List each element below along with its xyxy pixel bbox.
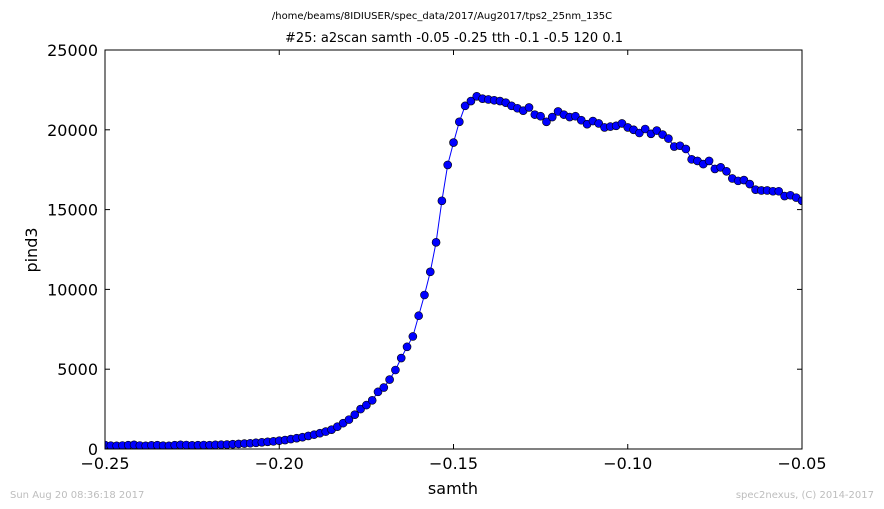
y-axis-label: pind3 (22, 227, 41, 272)
scan-title: #25: a2scan samth -0.05 -0.25 tth -0.1 -… (285, 31, 623, 46)
data-point (524, 103, 534, 112)
data-point (664, 134, 673, 143)
data-point (542, 117, 551, 127)
data-point (344, 415, 354, 424)
y-tick-label: 25000 (47, 41, 98, 60)
data-point (455, 117, 464, 127)
data-point (804, 196, 812, 204)
data-point (385, 375, 394, 384)
data-point (547, 112, 557, 122)
y-tick-label: 0 (88, 440, 98, 459)
data-point (704, 156, 714, 166)
data-point (408, 332, 418, 341)
data-point (396, 353, 406, 363)
footer-credit: spec2nexus, (C) 2014-2017 (736, 490, 874, 501)
data-point (460, 101, 470, 111)
data-point (425, 267, 435, 277)
y-tick-label: 20000 (47, 121, 98, 140)
data-point (402, 342, 412, 352)
axis-ticks: −0.25 −0.20 −0.15 −0.10 −0.05 0 5000 10000 15000… (47, 41, 826, 473)
y-tick-label: 5000 (57, 360, 98, 379)
x-tick-label: −0.25 (80, 454, 129, 473)
y-tick-label: 10000 (47, 280, 98, 299)
data-point (797, 196, 802, 206)
data-point (821, 198, 829, 206)
x-axis-label: samth (428, 479, 478, 498)
data-point (379, 383, 389, 392)
data-point (466, 96, 476, 106)
data-point (391, 365, 400, 375)
plot-area (105, 50, 802, 449)
data-point (815, 200, 823, 208)
data-point (810, 194, 818, 202)
data-point (437, 196, 447, 206)
file-path-title: /home/beams/8IDIUSER/spec_data/2017/Aug2… (272, 11, 612, 22)
data-layer (105, 91, 829, 449)
footer-timestamp: Sun Aug 20 08:36:18 2017 (10, 490, 144, 501)
data-point (350, 410, 360, 419)
data-point (774, 186, 784, 196)
data-point (640, 124, 650, 134)
x-tick-label: −0.20 (255, 454, 304, 473)
data-point (431, 238, 441, 247)
x-tick-label: −0.05 (777, 454, 826, 473)
plot-frame (104, 49, 803, 450)
x-tick-label: −0.10 (603, 454, 652, 473)
data-point (681, 144, 691, 154)
data-point (414, 311, 423, 321)
data-point (373, 387, 383, 397)
data-point (443, 160, 453, 170)
series-group (105, 91, 829, 449)
data-point (536, 111, 545, 121)
data-point (449, 138, 458, 147)
data-point (420, 290, 429, 300)
y-tick-label: 15000 (47, 201, 98, 220)
data-point (367, 396, 377, 405)
x-tick-label: −0.15 (429, 454, 478, 473)
data-point (362, 400, 371, 410)
data-point (722, 167, 731, 176)
data-point (745, 179, 755, 189)
